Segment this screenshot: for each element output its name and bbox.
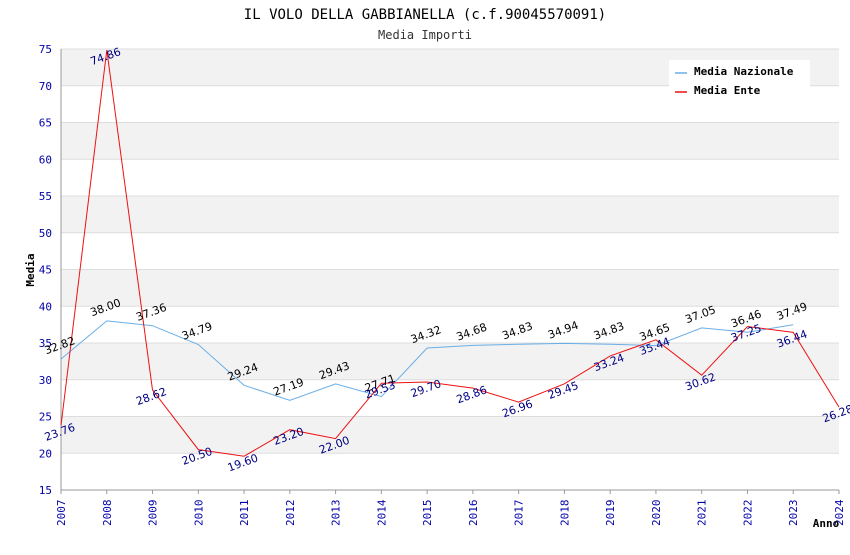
legend-label: Media Nazionale xyxy=(694,65,794,78)
chart-title: IL VOLO DELLA GABBIANELLA (c.f.900455700… xyxy=(244,7,606,23)
grid-band xyxy=(61,196,839,233)
axes xyxy=(60,49,839,491)
grid-band xyxy=(61,379,839,417)
y-tick-label: 40 xyxy=(39,300,52,313)
x-tick-label: 2018 xyxy=(558,500,571,527)
x-tick-label: 2017 xyxy=(513,500,526,527)
x-tick-label: 2023 xyxy=(787,500,800,527)
x-tick-label: 2011 xyxy=(238,500,251,527)
y-tick-label: 45 xyxy=(39,264,52,277)
grid-band xyxy=(61,306,839,343)
y-tick-label: 75 xyxy=(39,43,52,56)
x-tick-label: 2015 xyxy=(421,500,434,527)
x-axis-ticks: 2007 2008 2009 2010 2011 2012 2013 2014 2015 2016… xyxy=(55,490,846,526)
grid-band xyxy=(61,416,839,454)
grid-band xyxy=(61,159,839,196)
chart-subtitle: Media Importi xyxy=(378,28,472,42)
y-tick-label: 50 xyxy=(39,227,52,240)
y-tick-label: 35 xyxy=(39,337,52,350)
grid-band xyxy=(61,122,839,160)
legend-box xyxy=(669,60,810,102)
x-tick-label: 2019 xyxy=(604,500,617,527)
x-tick-label: 2008 xyxy=(101,500,114,527)
series-lines xyxy=(60,49,840,457)
x-tick-label: 2016 xyxy=(467,500,480,527)
grid-band xyxy=(61,453,839,490)
legend: Media Nazionale Media Ente xyxy=(669,60,810,102)
x-tick-label: 2010 xyxy=(192,500,205,527)
y-tick-label: 20 xyxy=(39,447,52,460)
grid-band xyxy=(61,269,839,307)
y-tick-label: 55 xyxy=(39,190,52,203)
y-tick-label: 70 xyxy=(39,80,52,93)
series-line-media-ente xyxy=(60,49,840,457)
x-tick-label: 2013 xyxy=(330,500,343,527)
grid-bands xyxy=(61,49,839,490)
y-tick-label: 25 xyxy=(39,411,52,424)
x-tick-label: 2012 xyxy=(284,500,297,527)
y-tick-label: 65 xyxy=(39,117,52,130)
x-tick-label: 2021 xyxy=(696,500,709,527)
grid-band xyxy=(61,343,839,380)
x-tick-label: 2024 xyxy=(833,499,846,526)
y-tick-label: 15 xyxy=(39,484,52,497)
y-tick-label: 60 xyxy=(39,153,52,166)
grid-band xyxy=(61,232,839,270)
x-tick-label: 2007 xyxy=(55,500,68,527)
y-axis-label: Media xyxy=(24,253,37,286)
x-tick-label: 2014 xyxy=(375,499,388,526)
x-tick-label: 2020 xyxy=(650,500,663,527)
x-tick-label: 2022 xyxy=(741,500,754,527)
series-line-media-nazionale xyxy=(60,320,794,401)
y-axis-ticks: 15 20 25 30 35 40 45 50 55 60 65 70 75 xyxy=(39,43,52,497)
legend-label: Media Ente xyxy=(694,84,761,97)
y-tick-label: 30 xyxy=(39,374,52,387)
x-tick-label: 2009 xyxy=(147,500,160,527)
x-axis-label: Anno xyxy=(813,517,840,530)
